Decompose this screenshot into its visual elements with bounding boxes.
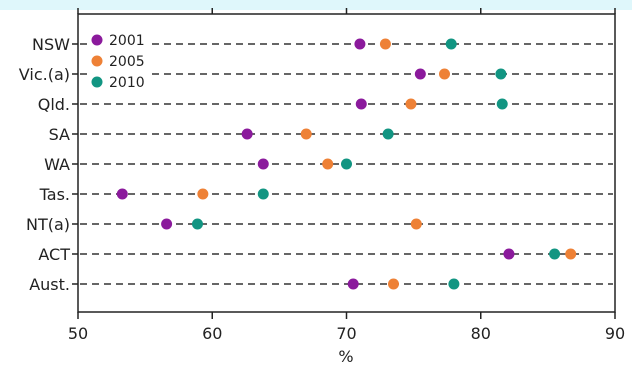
x-axis-title: % (338, 347, 353, 366)
category-label-4: WA (44, 155, 70, 174)
x-tick-label-2: 70 (336, 324, 356, 343)
point-2001-Qld. (355, 98, 367, 110)
legend: 2001 2005 2010 (88, 30, 152, 98)
top-color-band (0, 0, 632, 10)
point-2010-Tas. (257, 188, 269, 200)
legend-label-2005: 2005 (109, 54, 145, 70)
point-2005-NSW (379, 38, 391, 50)
point-2001-SA (241, 128, 253, 140)
point-2005-Qld. (405, 98, 417, 110)
point-2010-NSW (445, 38, 457, 50)
category-label-7: ACT (38, 245, 70, 264)
point-2005-NT(a) (410, 218, 422, 230)
point-2010-SA (382, 128, 394, 140)
x-tick-label-1: 60 (202, 324, 222, 343)
data-points (116, 38, 577, 290)
category-label-0: NSW (32, 35, 70, 54)
point-2005-Tas. (197, 188, 209, 200)
point-2005-SA (300, 128, 312, 140)
x-tick-label-0: 50 (68, 324, 88, 343)
point-2001-NT(a) (161, 218, 173, 230)
point-2010-Qld. (496, 98, 508, 110)
legend-label-2001: 2001 (109, 33, 145, 49)
x-axis-ticks: 50 60 70 80 90 (68, 8, 625, 343)
point-2010-Aust. (448, 278, 460, 290)
category-label-2: Qld. (38, 95, 70, 114)
point-2010-NT(a) (191, 218, 203, 230)
point-2001-Vic.(a) (414, 68, 426, 80)
point-2010-ACT (549, 248, 561, 260)
category-label-6: NT(a) (26, 215, 70, 234)
point-2005-Vic.(a) (439, 68, 451, 80)
legend-marker-2001 (91, 34, 103, 46)
point-2005-WA (322, 158, 334, 170)
category-label-3: SA (49, 125, 70, 144)
category-label-1: Vic.(a) (19, 65, 70, 84)
point-2005-ACT (565, 248, 577, 260)
point-2001-WA (257, 158, 269, 170)
x-tick-label-4: 90 (605, 324, 625, 343)
legend-label-2010: 2010 (109, 75, 145, 91)
category-label-5: Tas. (39, 185, 70, 204)
legend-marker-2010 (91, 76, 103, 88)
point-2001-Tas. (116, 188, 128, 200)
category-labels: NSW Vic.(a) Qld. SA WA Tas. NT(a) ACT Aust. (19, 35, 78, 294)
point-2010-Vic.(a) (495, 68, 507, 80)
point-2005-Aust. (387, 278, 399, 290)
category-label-8: Aust. (29, 275, 70, 294)
point-2010-WA (341, 158, 352, 170)
point-2001-Aust. (347, 278, 359, 290)
x-tick-label-3: 80 (471, 324, 491, 343)
point-2001-NSW (354, 38, 366, 50)
legend-marker-2005 (91, 55, 103, 67)
point-2001-ACT (503, 248, 515, 260)
